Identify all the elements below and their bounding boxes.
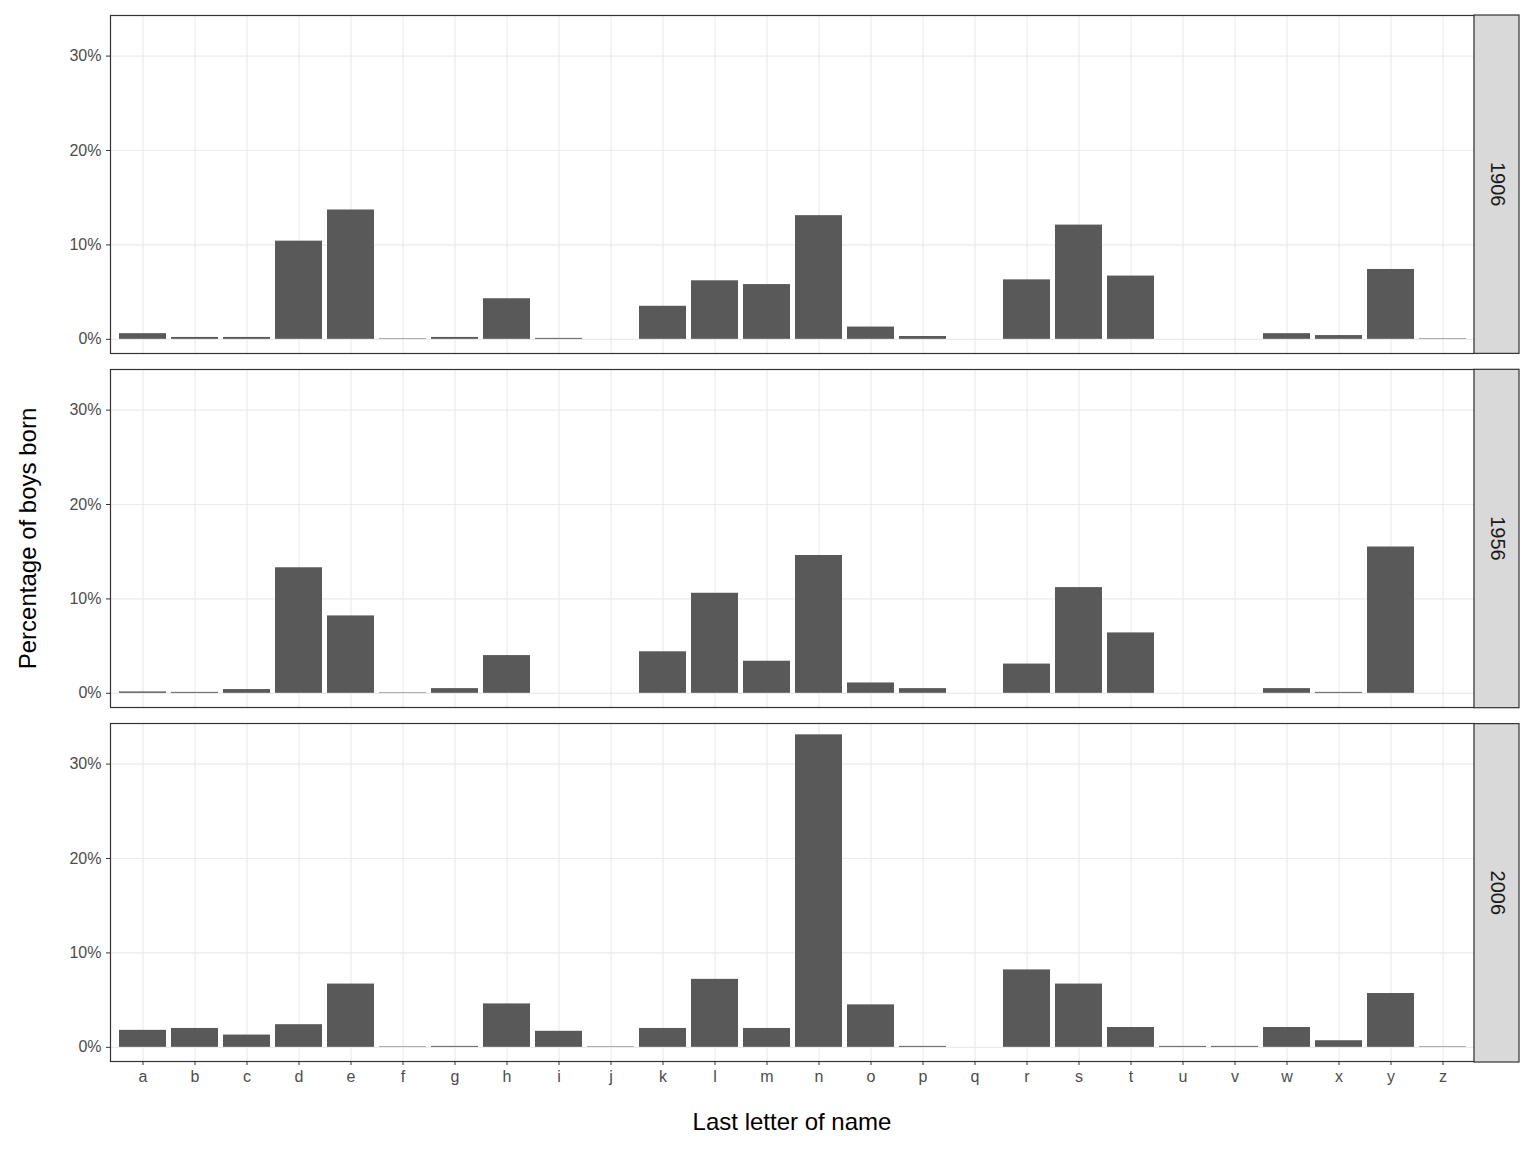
svg-text:20%: 20% xyxy=(69,850,101,867)
svg-text:v: v xyxy=(1231,1068,1239,1085)
svg-text:t: t xyxy=(1129,1068,1134,1085)
svg-text:Last letter of name: Last letter of name xyxy=(693,1108,892,1135)
svg-text:a: a xyxy=(139,1068,148,1085)
svg-text:2006: 2006 xyxy=(1487,871,1509,916)
svg-text:u: u xyxy=(1179,1068,1188,1085)
svg-text:l: l xyxy=(713,1068,717,1085)
svg-text:q: q xyxy=(971,1068,980,1085)
svg-text:0%: 0% xyxy=(78,684,101,701)
svg-text:10%: 10% xyxy=(69,590,101,607)
svg-text:f: f xyxy=(401,1068,406,1085)
svg-text:m: m xyxy=(760,1068,773,1085)
svg-text:20%: 20% xyxy=(69,496,101,513)
svg-text:h: h xyxy=(503,1068,512,1085)
svg-text:0%: 0% xyxy=(78,330,101,347)
svg-text:10%: 10% xyxy=(69,236,101,253)
svg-text:r: r xyxy=(1024,1068,1030,1085)
svg-text:30%: 30% xyxy=(69,755,101,772)
svg-text:e: e xyxy=(347,1068,356,1085)
svg-text:1956: 1956 xyxy=(1487,516,1509,561)
svg-text:n: n xyxy=(815,1068,824,1085)
svg-text:y: y xyxy=(1387,1068,1395,1085)
svg-text:i: i xyxy=(557,1068,561,1085)
svg-text:p: p xyxy=(919,1068,928,1085)
svg-text:20%: 20% xyxy=(69,142,101,159)
svg-text:w: w xyxy=(1280,1068,1293,1085)
svg-text:30%: 30% xyxy=(69,47,101,64)
svg-text:k: k xyxy=(659,1068,668,1085)
svg-text:0%: 0% xyxy=(78,1038,101,1055)
svg-text:d: d xyxy=(295,1068,304,1085)
svg-text:o: o xyxy=(867,1068,876,1085)
svg-text:Percentage of boys born: Percentage of boys born xyxy=(14,408,41,670)
svg-text:g: g xyxy=(451,1068,460,1085)
svg-text:s: s xyxy=(1075,1068,1083,1085)
svg-text:b: b xyxy=(191,1068,200,1085)
svg-text:j: j xyxy=(608,1068,613,1085)
svg-text:30%: 30% xyxy=(69,401,101,418)
svg-text:c: c xyxy=(243,1068,251,1085)
svg-text:x: x xyxy=(1335,1068,1343,1085)
svg-text:10%: 10% xyxy=(69,944,101,961)
svg-text:z: z xyxy=(1439,1068,1447,1085)
svg-text:1906: 1906 xyxy=(1487,162,1509,207)
